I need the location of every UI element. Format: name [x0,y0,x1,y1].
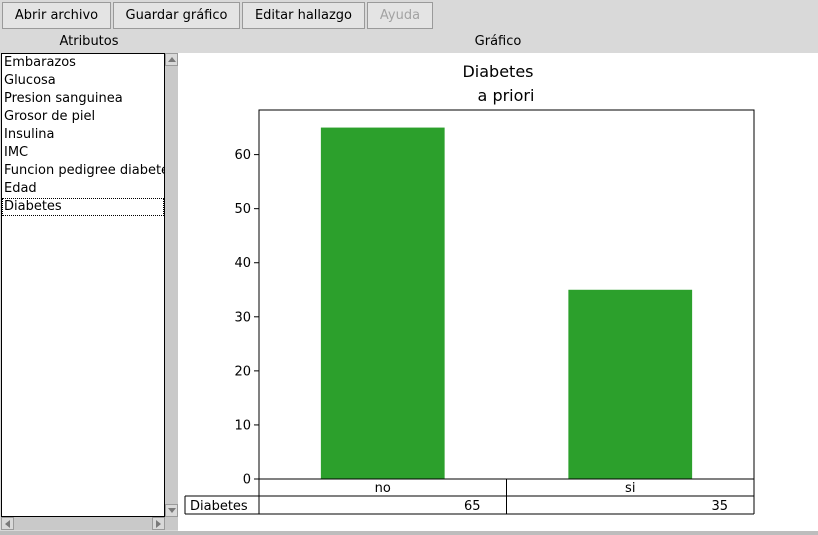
chart-title: Diabetes [462,62,533,81]
open-file-button[interactable]: Abrir archivo [2,2,111,29]
bar-chart: Diabetes a priori 0 10 20 30 40 50 60 no si Diab… [184,62,755,515]
chart-panel: Diabetes a priori 0 10 20 30 40 50 60 no si Diab… [178,53,818,531]
list-item[interactable]: Insulina [4,127,55,142]
table-cell-value: 65 [464,499,481,514]
list-item[interactable]: IMC [4,145,29,160]
y-tick-label: 20 [234,364,251,379]
y-tick-label: 50 [234,202,251,217]
scroll-left-icon[interactable] [1,517,14,530]
chart-header: Gráfico [474,34,522,49]
list-item[interactable]: Presion sanguinea [4,91,123,106]
list-item-selected[interactable]: Diabetes [2,198,164,216]
chart-data-table: no si Diabetes 65 35 [184,479,755,515]
bar-si [568,289,693,479]
toolbar: Abrir archivo Guardar gráfico Editar hal… [0,0,818,32]
attributes-vertical-scrollbar[interactable] [165,53,178,517]
attributes-horizontal-scrollbar[interactable] [1,517,178,530]
y-tick-label: 60 [234,148,251,163]
scroll-up-icon[interactable] [165,53,178,66]
table-row-label: Diabetes [190,499,248,514]
scroll-right-icon[interactable] [152,517,165,530]
window-bottom-strip [0,531,818,535]
y-tick-label: 0 [243,473,251,488]
y-tick-label: 40 [234,256,251,271]
scroll-down-icon[interactable] [165,504,178,517]
attributes-header: Atributos [59,34,119,49]
help-button: Ayuda [367,2,433,29]
x-category-label: no [375,481,391,496]
list-item[interactable]: Embarazos [4,55,76,70]
chart-subtitle: a priori [478,86,535,105]
y-tick-label: 10 [234,418,251,433]
edit-finding-button[interactable]: Editar hallazgo [242,2,365,29]
chart-y-axis: 0 10 20 30 40 50 60 [234,148,259,488]
y-tick-label: 30 [234,310,251,325]
list-item[interactable]: Funcion pedigree diabetes [4,163,165,178]
list-item[interactable]: Grosor de piel [4,109,96,124]
table-cell-value: 35 [711,499,728,514]
bar-no [320,127,445,480]
chart-bars [320,127,693,480]
save-chart-button[interactable]: Guardar gráfico [113,2,240,29]
list-item[interactable]: Edad [4,181,37,196]
attributes-listbox[interactable]: Embarazos Glucosa Presion sanguinea Gros… [1,53,165,517]
x-category-label: si [625,481,635,496]
list-item[interactable]: Glucosa [4,73,56,88]
